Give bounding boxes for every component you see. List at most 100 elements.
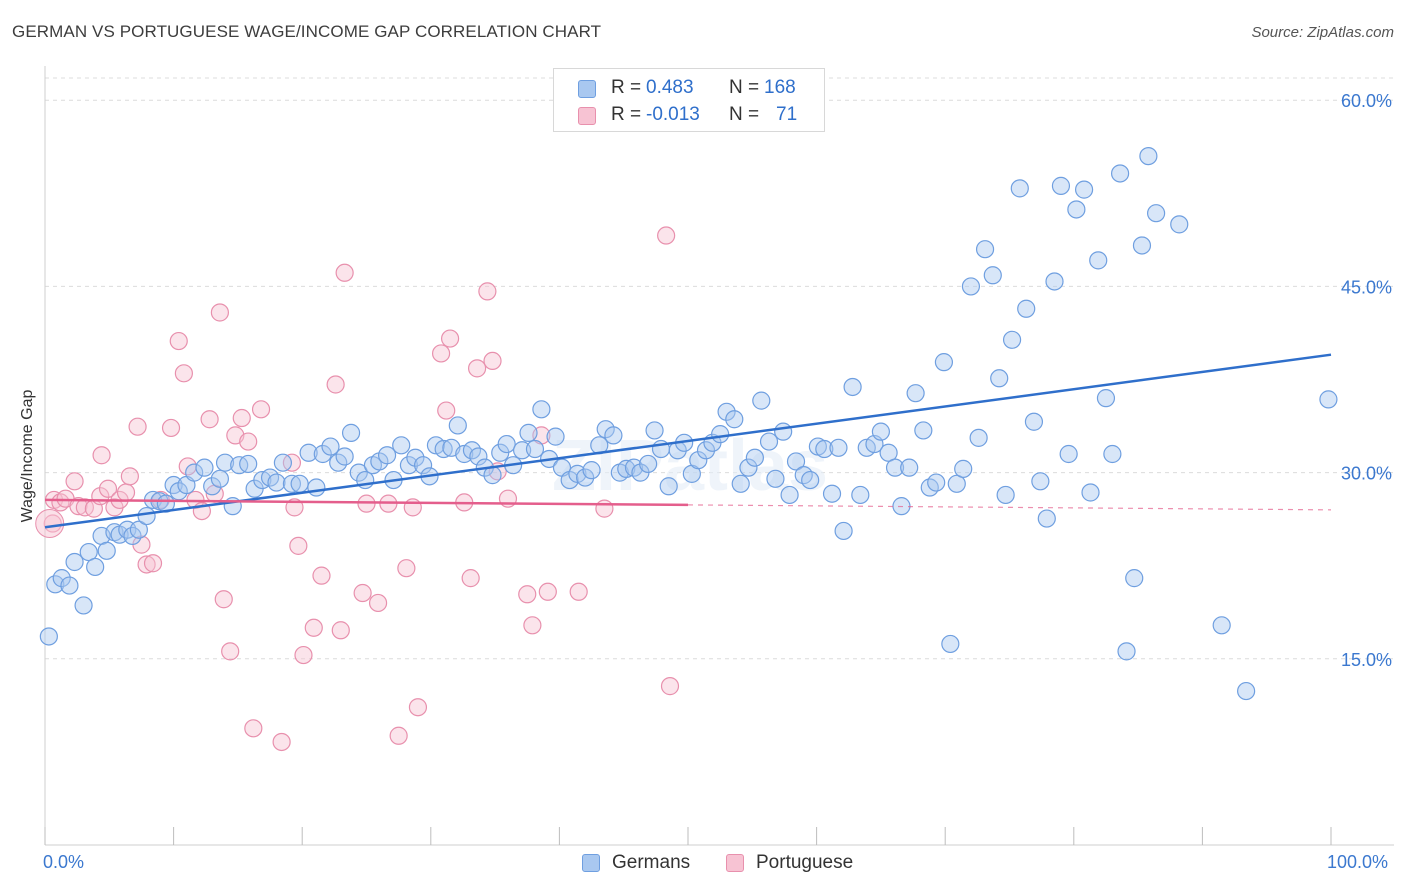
germans-point [1117,642,1136,661]
germans-point [215,453,235,472]
portuguese-point [478,282,497,301]
germans-point [689,451,708,470]
germans-point [513,441,532,460]
portuguese-point [214,590,233,609]
germans-point [900,458,919,477]
germans-point [1051,176,1071,195]
portuguese-point [569,582,588,601]
germans-point [766,469,785,488]
germans-point [914,421,933,440]
portuguese-point [660,677,680,696]
r-value: 0.483 [646,77,694,98]
germans-point [617,459,636,478]
germans-point [990,369,1009,388]
x-tick-label-max: 100.0% [1327,852,1389,872]
germans-point [731,474,750,493]
portuguese-point [467,359,487,378]
germans-point [377,446,397,465]
portuguese-point [210,303,229,322]
portuguese-point [657,226,676,245]
y-tick-label: 60.0% [1341,91,1392,111]
germans-point [576,468,595,487]
germans-point [815,439,834,459]
portuguese-point [335,263,354,282]
portuguese-points [35,226,680,752]
germans-trend-line [44,353,1332,529]
series-legend: Germans Portuguese [0,852,1406,878]
germans-point [307,478,326,497]
portuguese-point [403,498,422,517]
portuguese-point [408,698,428,717]
germans-point [519,423,538,442]
germans-point [1024,412,1044,431]
germans-point [1031,472,1050,491]
germans-point [906,384,925,403]
germans-point [786,452,806,471]
germans-point [1096,389,1116,408]
germans-point [434,439,453,459]
germans-point [321,437,340,456]
portuguese-point [368,593,388,613]
legend-label-germans: Germans [612,852,691,873]
y-tick-labels: 15.0% 30.0% 45.0% 60.0% [1341,91,1392,670]
axes [44,66,1394,846]
germans-point [582,461,601,480]
x-tick-label-min: 0.0% [43,852,85,872]
portuguese-point [161,418,181,438]
portuguese-point [538,582,557,601]
germans-point [349,463,368,482]
germans-point [335,447,354,466]
trend-lines [44,353,1332,529]
germans-point [801,470,820,490]
germans-point [413,456,433,475]
portuguese-point [120,467,139,486]
portuguese-trend-extension [687,504,1332,511]
germans-swatch [582,854,600,872]
germans-point [961,277,981,296]
portuguese-point [389,726,408,745]
germans-point [86,557,105,577]
germans-point [448,416,467,435]
portuguese-point [98,479,118,498]
portuguese-point [232,408,251,428]
n-label: N = [729,77,760,98]
chart-source: Source: ZipAtlas.com [1251,24,1394,41]
portuguese-point [169,331,188,351]
germans-point [137,506,156,526]
germans-point [1147,204,1166,223]
portuguese-point [69,497,88,516]
portuguese-point [294,645,313,665]
germans-point [645,421,664,440]
germans-point [941,634,960,654]
n-label: N = [729,104,760,125]
n-value: 168 [764,77,796,98]
germans-point [725,410,744,429]
germans-point [1017,299,1036,318]
germans-point [934,353,954,372]
portuguese-point [143,554,163,573]
germans-point [739,458,758,477]
germans-point [469,447,488,466]
germans-point [659,477,678,496]
portuguese-swatch [726,854,744,872]
germans-point [497,434,516,454]
germans-point [392,436,411,455]
germans-point [780,485,799,505]
portuguese-point [239,432,258,451]
germans-point [299,443,318,462]
germans-point [1045,272,1064,291]
germans-point [74,596,93,615]
germans-point [745,448,764,467]
stats-row-germans: R = 0.483 N = 168 [554,73,824,101]
germans-point [1081,483,1100,502]
germans-point [399,456,419,475]
germans-point [313,444,332,464]
germans-point [927,473,946,492]
germans-point [267,473,286,492]
portuguese-point-large [35,509,65,539]
germans-point [1319,390,1338,409]
germans-point [406,448,425,467]
germans-point [604,426,623,445]
portuguese-point [304,618,323,637]
germans-point [1059,444,1078,464]
